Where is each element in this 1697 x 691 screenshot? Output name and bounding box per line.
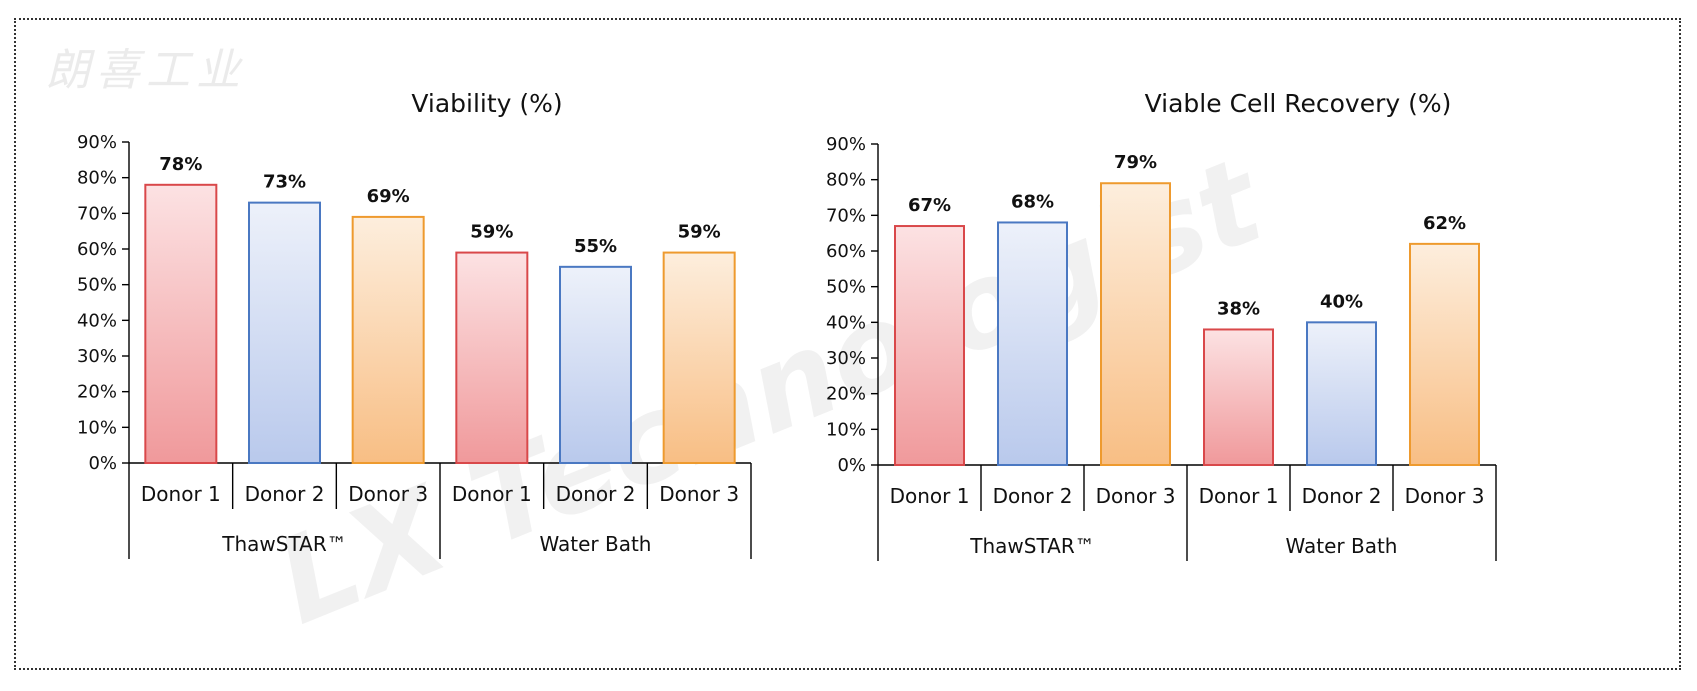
y-tick-label: 0% xyxy=(88,453,117,474)
x-group-label: ThawSTAR™ xyxy=(221,532,346,556)
bar xyxy=(1306,321,1377,467)
x-group-label: Water Bath xyxy=(540,532,652,556)
data-label: 69% xyxy=(367,186,410,207)
x-category-label: Donor 3 xyxy=(659,482,739,506)
data-label: 73% xyxy=(263,172,306,193)
bar xyxy=(997,221,1068,466)
x-group-label: ThawSTAR™ xyxy=(969,534,1094,558)
y-tick-label: 20% xyxy=(77,382,117,403)
data-label: 40% xyxy=(1320,291,1363,312)
y-tick-label: 60% xyxy=(826,241,866,262)
viability-chart: Viability (%) 0% 10% 20% 30% 40% 50% 60% 70% 80%… xyxy=(77,89,752,559)
figure-border xyxy=(14,18,1681,670)
bar xyxy=(1409,242,1480,466)
y-tick-label: 90% xyxy=(77,132,117,153)
data-label: 59% xyxy=(678,222,721,243)
viable-cell-recovery-plot: 0% 10% 20% 30% 40% 50% 60% 70% 80% 90% Donor 1 67% D… xyxy=(826,134,1497,561)
y-tick-label: 10% xyxy=(826,419,866,440)
y-tick-label: 20% xyxy=(826,384,866,405)
y-tick-label: 10% xyxy=(77,417,117,438)
data-label: 62% xyxy=(1423,213,1466,234)
chart-title: Viable Cell Recovery (%) xyxy=(1145,89,1452,118)
y-tick-label: 90% xyxy=(826,134,866,155)
data-label: 78% xyxy=(159,154,202,175)
y-tick-label: 70% xyxy=(826,205,866,226)
y-tick-label: 50% xyxy=(826,277,866,298)
bar xyxy=(894,225,965,466)
data-label: 68% xyxy=(1011,191,1054,212)
chart-title: Viability (%) xyxy=(411,89,562,118)
x-category-label: Donor 1 xyxy=(452,482,532,506)
viability-plot: 0% 10% 20% 30% 40% 50% 60% 70% 80% 90% Donor 1 78% D… xyxy=(77,132,752,559)
y-tick-label: 60% xyxy=(77,239,117,260)
x-category-label: Donor 1 xyxy=(1199,484,1279,508)
data-label: 55% xyxy=(574,236,617,257)
x-category-label: Donor 2 xyxy=(1302,484,1382,508)
bar xyxy=(144,183,218,465)
bar xyxy=(351,215,425,464)
data-label: 79% xyxy=(1114,152,1157,173)
bar xyxy=(662,251,736,464)
x-category-label: Donor 2 xyxy=(245,482,325,506)
y-tick-label: 30% xyxy=(77,346,117,367)
x-category-label: Donor 1 xyxy=(890,484,970,508)
x-category-label: Donor 1 xyxy=(141,482,221,506)
data-label: 59% xyxy=(470,222,513,243)
y-tick-label: 0% xyxy=(837,455,866,476)
bar xyxy=(248,201,321,464)
data-label: 67% xyxy=(908,195,951,216)
viable-cell-recovery-chart: Viable Cell Recovery (%) 0% 10% 20% 30% 40% 5… xyxy=(826,89,1497,561)
y-tick-label: 50% xyxy=(77,275,117,296)
watermark-chinese: 朗喜工业 xyxy=(46,45,246,96)
y-tick-label: 30% xyxy=(826,348,866,369)
bar xyxy=(1203,328,1274,467)
x-category-label: Donor 3 xyxy=(348,482,428,506)
x-category-label: Donor 2 xyxy=(556,482,636,506)
y-tick-label: 70% xyxy=(77,203,117,224)
bar xyxy=(1100,182,1171,466)
data-label: 38% xyxy=(1217,298,1260,319)
bar xyxy=(455,251,529,464)
x-category-label: Donor 3 xyxy=(1096,484,1176,508)
y-tick-label: 40% xyxy=(826,312,866,333)
y-tick-label: 80% xyxy=(77,168,117,189)
x-category-label: Donor 3 xyxy=(1405,484,1485,508)
y-tick-label: 80% xyxy=(826,170,866,191)
x-category-label: Donor 2 xyxy=(993,484,1073,508)
bar xyxy=(559,265,632,465)
y-tick-label: 40% xyxy=(77,310,117,331)
x-group-label: Water Bath xyxy=(1286,534,1398,558)
